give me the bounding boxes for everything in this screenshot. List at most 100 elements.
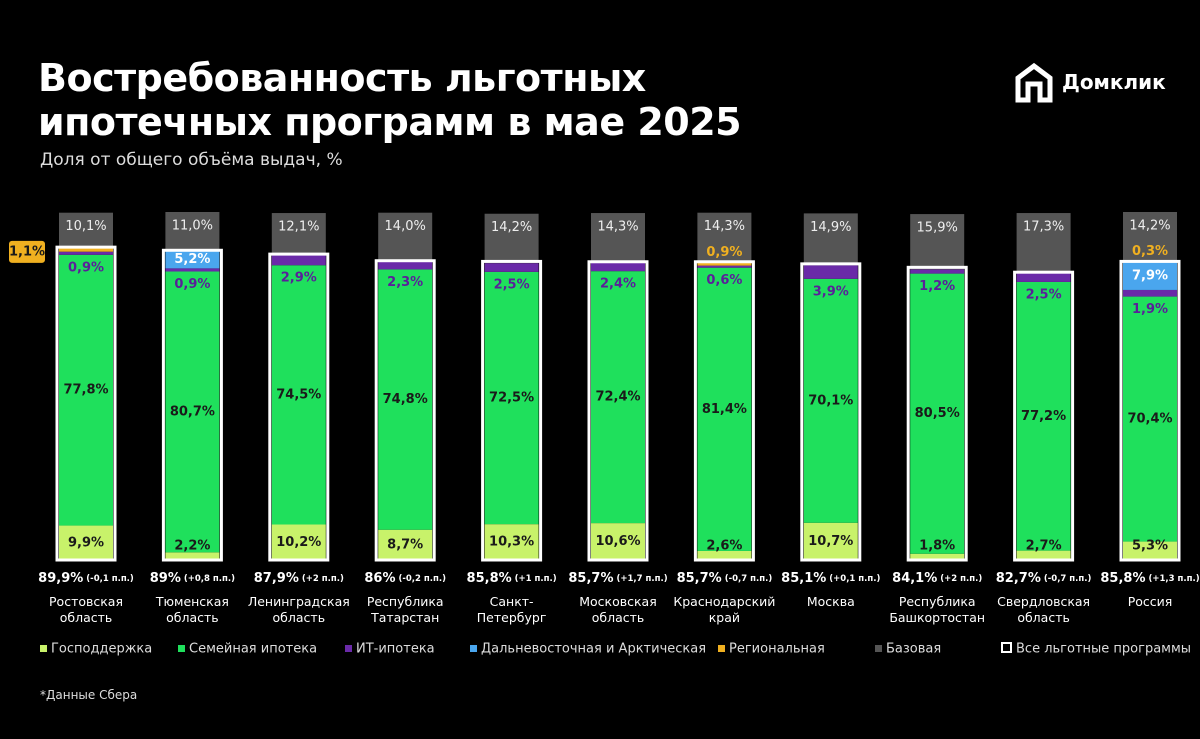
value-label: 70,4% (1127, 412, 1172, 427)
value-label: 10,3% (489, 535, 534, 550)
bar-segment (910, 553, 965, 560)
total-change: (-0,7 п.п.) (1044, 574, 1092, 584)
value-label: 10,6% (595, 534, 640, 549)
legend-label: Все льготные программы (1016, 642, 1191, 657)
total-change: (+0,8 п.п.) (184, 574, 235, 584)
total-outline (481, 259, 543, 562)
total-label: 85,8% (+1 п.п.) (467, 571, 557, 586)
value-label: 74,8% (383, 392, 428, 407)
bar-segment (803, 522, 858, 560)
value-label: 1,2% (919, 279, 955, 294)
legend-label: Семейная ипотека (189, 642, 317, 657)
total-value: 85,7% (677, 571, 722, 586)
value-label: 1,1% (9, 244, 45, 259)
value-label: 2,4% (600, 277, 636, 292)
total-value: 84,1% (892, 571, 937, 586)
bar-segment (165, 271, 220, 553)
total-change: (+0,1 п.п.) (829, 574, 880, 584)
total-label: 89% (+0,8 п.п.) (150, 571, 235, 586)
legend-label: Базовая (886, 642, 941, 657)
bar-segment (910, 273, 965, 554)
value-label: 10,2% (276, 535, 321, 550)
legend-label: Дальневосточная и Арктическая (481, 642, 706, 657)
total-change: (-0,2 п.п.) (398, 574, 446, 584)
bar-segment (378, 529, 433, 560)
value-label: 1,8% (919, 539, 955, 554)
total-value: 85,1% (781, 571, 826, 586)
bar-segment (1016, 550, 1071, 560)
value-label: 14,9% (810, 220, 851, 235)
bar-segment (165, 268, 220, 272)
total-label: 84,1% (+2 п.п.) (892, 571, 982, 586)
value-label: 14,2% (1129, 219, 1170, 234)
bar-segment (165, 552, 220, 560)
total-change: (+1,7 п.п.) (616, 574, 667, 584)
bar-segment (1123, 296, 1177, 542)
legend-label: Господдержка (51, 642, 152, 657)
bar-segment (697, 212, 752, 263)
bar-segment (803, 278, 858, 523)
bar-segment (271, 524, 326, 560)
bar-segment (697, 550, 752, 560)
bar-segment (591, 271, 645, 524)
bar-segment (271, 255, 326, 266)
value-label: 14,3% (597, 220, 638, 235)
total-value: 89,9% (38, 571, 83, 586)
legend-swatch (345, 645, 352, 652)
total-label: 85,7% (-0,7 п.п.) (677, 571, 773, 586)
bar-segment (165, 250, 220, 269)
value-label: 74,5% (276, 387, 321, 402)
total-change: (+2 п.п.) (302, 574, 344, 584)
x-tick-label: Ростовская область (49, 594, 123, 625)
total-value: 85,8% (1100, 571, 1145, 586)
total-label: 89,9% (-0,1 п.п.) (38, 571, 134, 586)
total-outline (55, 245, 117, 562)
bar-segment (1016, 281, 1071, 551)
legend-swatch (178, 645, 185, 652)
bar-segment (1123, 541, 1177, 560)
value-label: 72,5% (489, 391, 534, 406)
bar-segment (910, 214, 965, 270)
value-label: 3,9% (813, 284, 849, 299)
total-value: 86% (364, 571, 395, 586)
chart-title: Востребованность льготных ипотечных прог… (38, 56, 742, 144)
value-label: 81,4% (702, 402, 747, 417)
value-label: 77,2% (1021, 409, 1066, 424)
total-label: 85,1% (+0,1 п.п.) (781, 571, 880, 586)
total-label: 85,8% (+1,3 п.п.) (1100, 571, 1199, 586)
total-outline (906, 265, 968, 562)
total-outline (587, 260, 649, 562)
total-value: 89% (150, 571, 181, 586)
value-label: 10,7% (808, 534, 853, 549)
legend-swatch (1001, 642, 1012, 653)
total-value: 85,8% (467, 571, 512, 586)
total-label: 87,9% (+2 п.п.) (254, 571, 344, 586)
total-label: 82,7% (-0,7 п.п.) (996, 571, 1092, 586)
footnote: *Данные Сбера (40, 688, 138, 702)
value-label: 17,3% (1023, 220, 1064, 235)
bar-segment (1016, 213, 1071, 274)
total-outline (800, 262, 862, 562)
total-label: 85,7% (+1,7 п.п.) (568, 571, 667, 586)
total-value: 87,9% (254, 571, 299, 586)
bar-segment (378, 261, 433, 270)
bar-segment (1016, 273, 1071, 282)
value-label: 0,6% (706, 273, 742, 288)
logo-icon (1015, 62, 1053, 103)
x-tick-label: Санкт-Петербург (476, 594, 547, 625)
chart-subtitle: Доля от общего объёма выдач, % (40, 150, 343, 170)
value-label: 12,1% (278, 220, 319, 235)
label-box (9, 240, 45, 263)
value-label: 9,9% (68, 535, 104, 550)
total-change: (+1 п.п.) (515, 574, 557, 584)
value-label: 70,1% (808, 393, 853, 408)
bar-segment (59, 525, 113, 560)
x-tick-label: Краснодарский край (673, 594, 776, 625)
bar-segment (697, 265, 752, 268)
x-tick-label: Свердловская область (997, 594, 1091, 625)
bar-segment (697, 262, 752, 266)
total-change: (-0,7 п.п.) (725, 574, 773, 584)
value-label: 11,0% (172, 219, 213, 234)
